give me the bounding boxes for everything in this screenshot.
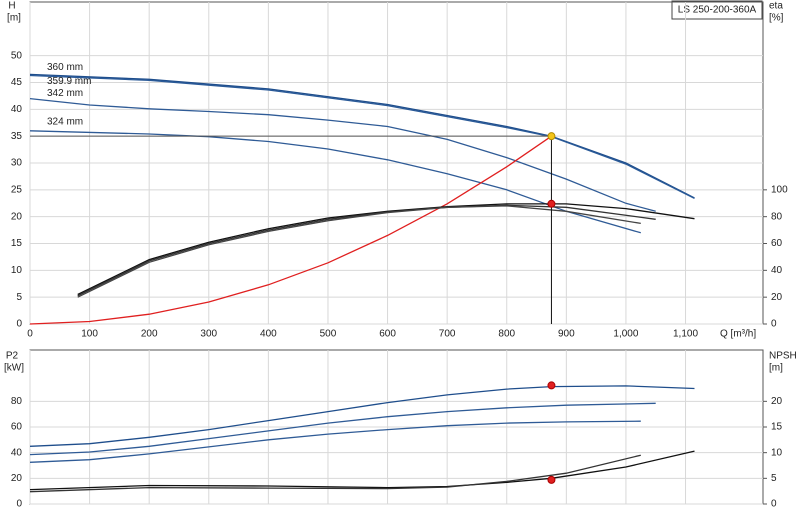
y-tick-label: 15 [11, 238, 23, 249]
y-tick-label: 0 [16, 499, 22, 510]
y-tick-label: 45 [11, 77, 23, 88]
curve [29, 130, 641, 234]
y2-tick-label: 80 [771, 211, 783, 222]
x-tick-label: 800 [498, 329, 515, 340]
chart-title: LS 250-200-360A [678, 5, 757, 16]
y-tick-label: 50 [11, 50, 23, 61]
y2-tick-label: 20 [771, 396, 783, 407]
y-tick-label: 10 [11, 265, 23, 276]
y-tick-label: 80 [11, 396, 23, 407]
y-axis-label: P2 [6, 351, 19, 362]
y-axis-unit: [kW] [4, 363, 24, 374]
curve-label: 324 mm [47, 116, 83, 127]
curve-label: 342 mm [47, 88, 83, 99]
y2-tick-label: 100 [771, 184, 788, 195]
curve [77, 203, 695, 296]
y-axis-label: H [8, 1, 15, 12]
y-axis-unit: [m] [7, 13, 21, 24]
y2-axis-unit: [%] [769, 13, 784, 24]
y2-axis-label: NPSH [769, 351, 797, 362]
x-tick-label: 400 [260, 329, 277, 340]
curve [29, 97, 656, 212]
y-tick-label: 60 [11, 422, 23, 433]
curve-label: 360 mm [47, 62, 83, 73]
curve [77, 204, 656, 297]
duty-point [547, 132, 556, 141]
duty-point-y2 [547, 199, 556, 208]
y-tick-label: 20 [11, 211, 23, 222]
x-tick-label: 1,000 [613, 329, 638, 340]
curve [77, 205, 641, 298]
x-tick-label: 100 [81, 329, 98, 340]
y2-tick-label: 5 [771, 473, 777, 484]
curve [29, 74, 695, 199]
y-tick-label: 40 [11, 104, 23, 115]
x-tick-label: 1,100 [673, 329, 698, 340]
y2-axis-label: eta [769, 1, 783, 12]
x-tick-label: 200 [141, 329, 158, 340]
y2-tick-label: 20 [771, 292, 783, 303]
y2-tick-label: 0 [771, 499, 777, 510]
y2-tick-label: 60 [771, 238, 783, 249]
y2-tick-label: 0 [771, 319, 777, 330]
y2-tick-label: 15 [771, 422, 783, 433]
curve [29, 402, 656, 456]
duty-point-y2 [547, 475, 556, 484]
y2-axis-unit: [m] [769, 363, 783, 374]
y-tick-label: 35 [11, 131, 23, 142]
y-tick-label: 5 [16, 292, 22, 303]
y-tick-label: 20 [11, 473, 23, 484]
y-tick-label: 30 [11, 158, 23, 169]
x-tick-label: 300 [200, 329, 217, 340]
x-tick-label: 0 [27, 329, 33, 340]
curve [29, 420, 641, 463]
curve [29, 385, 695, 447]
x-axis-label: Q [m³/h] [720, 329, 756, 340]
y2-tick-label: 40 [771, 265, 783, 276]
x-tick-label: 700 [439, 329, 456, 340]
curve [29, 73, 695, 199]
title-box [671, 0, 763, 20]
y-tick-label: 25 [11, 184, 23, 195]
curve [29, 450, 695, 491]
y-tick-label: 0 [16, 319, 22, 330]
curve [29, 454, 641, 493]
y2-tick-label: 10 [771, 447, 783, 458]
curve [29, 135, 552, 325]
y-tick-label: 40 [11, 447, 23, 458]
x-tick-label: 600 [379, 329, 396, 340]
duty-point [547, 381, 556, 390]
x-tick-label: 900 [558, 329, 575, 340]
x-tick-label: 500 [320, 329, 337, 340]
curve-label: 359.9 mm [47, 76, 91, 87]
